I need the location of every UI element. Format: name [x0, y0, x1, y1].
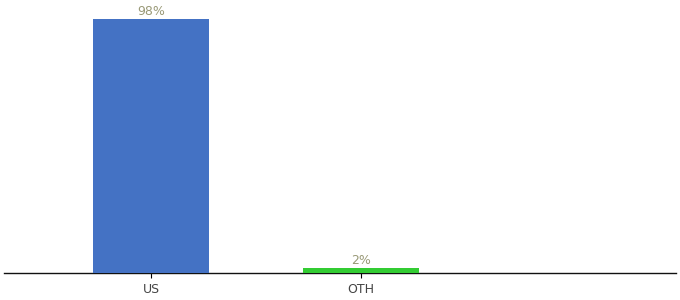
Text: 98%: 98%: [137, 4, 165, 18]
Bar: [303, 268, 419, 273]
Text: 2%: 2%: [351, 254, 371, 267]
Bar: [93, 19, 209, 273]
